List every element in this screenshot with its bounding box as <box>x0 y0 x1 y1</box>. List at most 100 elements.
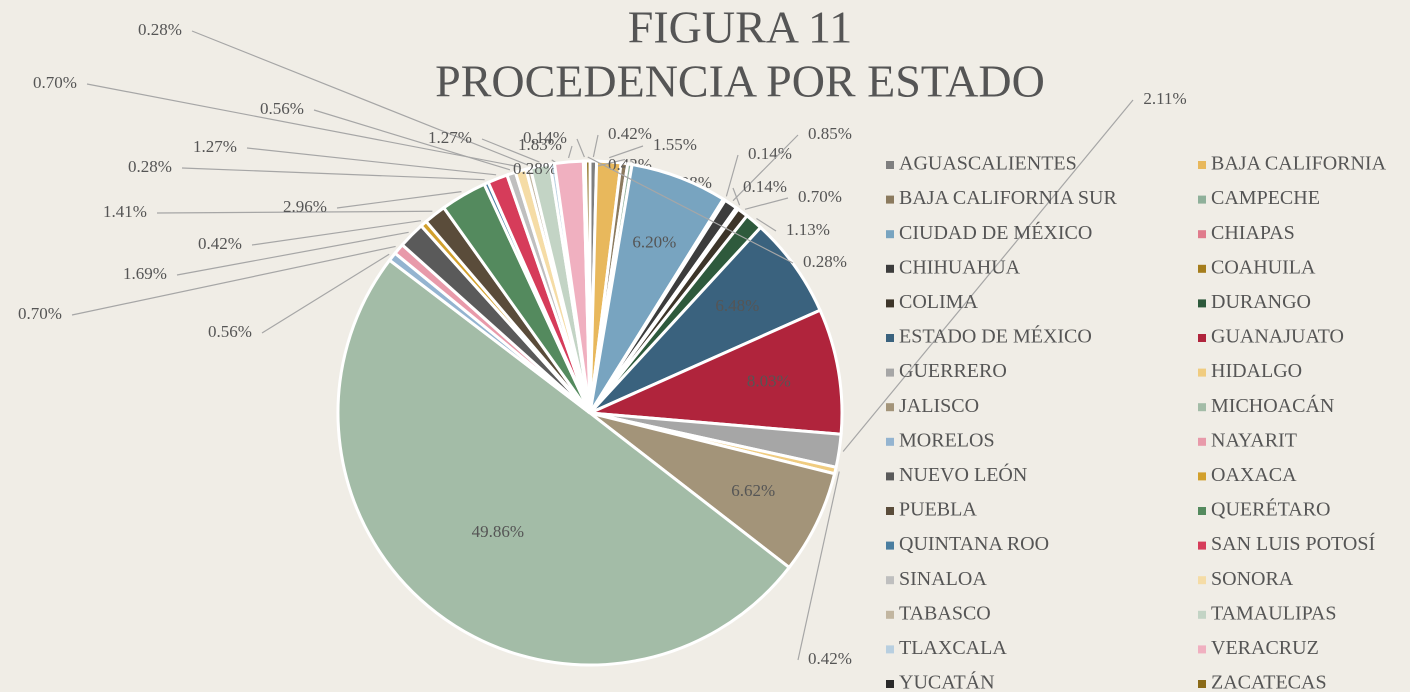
legend-label: NAYARIT <box>1211 429 1297 451</box>
leader-line <box>191 30 528 166</box>
data-label: 0.28% <box>803 252 847 271</box>
legend-label: SONORA <box>1211 568 1294 590</box>
leader-line <box>567 145 573 159</box>
legend-swatch <box>1198 437 1206 446</box>
legend-swatch <box>1198 230 1206 239</box>
legend-label: VERACRUZ <box>1211 637 1319 659</box>
data-label: 0.28% <box>513 159 557 178</box>
leader-line <box>609 145 644 159</box>
leader-line <box>732 134 799 202</box>
legend-label: SINALOA <box>899 568 987 590</box>
legend-swatch <box>1198 576 1206 585</box>
data-label: 1.55% <box>653 135 697 154</box>
legend-swatch <box>886 610 894 619</box>
legend-swatch <box>886 437 894 446</box>
data-label: 0.70% <box>18 304 62 323</box>
legend-swatch <box>1198 195 1206 204</box>
legend-label: NUEVO LEÓN <box>899 462 1027 486</box>
legend-label: QUINTANA ROO <box>899 533 1049 555</box>
leader-line <box>587 156 794 264</box>
data-label: 8.03% <box>747 372 791 391</box>
legend-label: BAJA CALIFORNIA SUR <box>899 187 1117 209</box>
data-label: 0.56% <box>208 322 252 341</box>
leader-line <box>592 134 599 158</box>
legend-swatch <box>886 472 894 481</box>
leader-line <box>481 138 540 163</box>
legend-label: HIDALGO <box>1211 360 1302 382</box>
legend-swatch <box>1198 645 1206 654</box>
data-label: 0.70% <box>33 73 77 92</box>
legend-label: QUERÉTARO <box>1211 498 1331 521</box>
legend-swatch <box>886 230 894 239</box>
legend-swatch <box>1198 610 1206 619</box>
legend-label: GUERRERO <box>899 360 1007 382</box>
legend-label: BAJA CALIFORNIA <box>1211 153 1387 175</box>
data-label: 1.83% <box>518 135 562 154</box>
legend-label: TABASCO <box>899 602 991 624</box>
legend-swatch <box>1198 264 1206 273</box>
legend-swatch <box>886 161 894 169</box>
legend-label: PUEBLA <box>899 499 977 521</box>
legend-swatch <box>886 264 894 273</box>
legend-label: DURANGO <box>1211 291 1311 313</box>
data-label: 0.42% <box>608 124 652 143</box>
legend-label: SAN LUIS POTOSÍ <box>1211 532 1375 555</box>
data-label: 0.14% <box>523 128 567 147</box>
leader-line <box>744 197 789 210</box>
legend-swatch <box>1198 299 1206 308</box>
leader-line <box>725 154 739 197</box>
leader-line <box>156 210 433 214</box>
leader-line <box>246 147 497 176</box>
data-label: 0.85% <box>808 124 852 143</box>
data-label: 1.27% <box>428 128 472 147</box>
data-label: 1.27% <box>193 137 237 156</box>
leader-line <box>313 109 511 171</box>
legend-label: CAMPECHE <box>1211 187 1320 209</box>
leader-line <box>576 138 585 158</box>
legend-label: GUANAJUATO <box>1211 326 1344 348</box>
data-label: 6.20% <box>632 232 676 251</box>
leader-line <box>797 471 840 661</box>
data-label: 2.96% <box>283 197 327 216</box>
data-label: 2.11% <box>1143 89 1186 108</box>
chart-subtitle: PROCEDENCIA POR ESTADO <box>435 56 1045 107</box>
legend-label: ESTADO DE MÉXICO <box>899 325 1092 348</box>
leader-line <box>842 99 1134 452</box>
data-label: 0.14% <box>743 177 787 196</box>
leader-line <box>756 218 777 232</box>
legend-swatch <box>886 334 894 342</box>
legend-swatch <box>886 645 894 654</box>
legend-label: JALISCO <box>899 395 979 417</box>
legend-swatch <box>1198 472 1206 481</box>
legend-label: YUCATÁN <box>899 671 995 692</box>
leader-line <box>181 167 485 181</box>
leader-line <box>71 245 396 316</box>
legend-swatch <box>886 299 894 308</box>
legend-label: AGUASCALIENTES <box>899 153 1077 175</box>
legend-label: TLAXCALA <box>899 637 1007 659</box>
leader-line <box>261 253 390 334</box>
pie-slice <box>584 159 592 414</box>
legend-label: TAMAULIPAS <box>1211 602 1336 624</box>
data-label: 0.42% <box>198 234 242 253</box>
legend-label: MORELOS <box>899 429 995 451</box>
legend-label: ZACATECAS <box>1211 672 1327 692</box>
chart-title: FIGURA 11 <box>628 2 853 53</box>
legend-swatch <box>886 195 894 204</box>
data-label: 1.13% <box>786 220 830 239</box>
legend-label: OAXACA <box>1211 464 1297 486</box>
legend-swatch <box>1198 368 1206 377</box>
legend-swatch <box>886 368 894 377</box>
pie-slice <box>336 258 792 667</box>
leader-line <box>176 231 409 276</box>
pie-slice <box>589 308 844 436</box>
leader-line <box>732 187 741 206</box>
data-label: 49.86% <box>472 522 524 541</box>
data-label: 0.42% <box>808 649 852 668</box>
legend-label: CIUDAD DE MÉXICO <box>899 221 1092 244</box>
legend-swatch <box>886 680 894 688</box>
legend-label: CHIAPAS <box>1211 222 1295 244</box>
legend-swatch <box>886 541 894 550</box>
data-label: 0.14% <box>748 144 792 163</box>
leader-line <box>86 83 520 168</box>
